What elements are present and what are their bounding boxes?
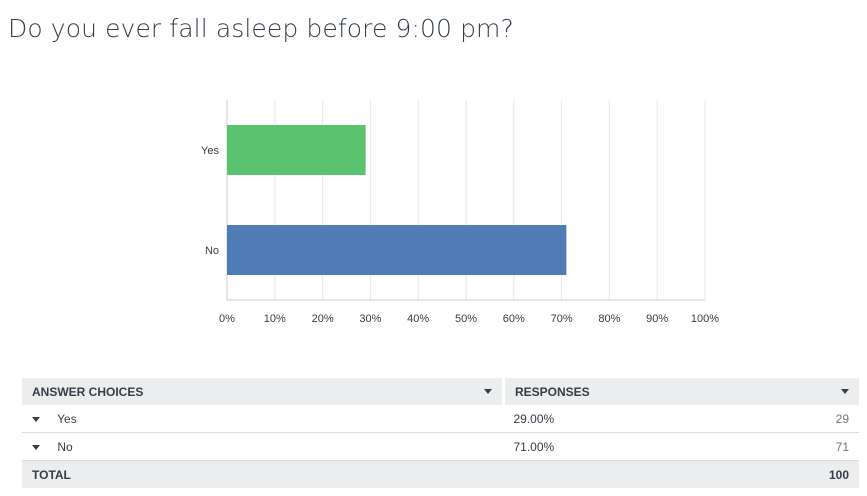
expand-caret-icon[interactable] <box>32 416 40 422</box>
x-tick-label: 0% <box>219 313 235 325</box>
answer-choice-label: Yes <box>57 411 77 426</box>
response-percent: 29.00% <box>503 405 718 433</box>
x-tick-label: 90% <box>646 313 668 325</box>
responses-table: ANSWER CHOICES RESPONSES Yes 29.00% 29 N… <box>22 378 859 488</box>
answer-choices-header-label: ANSWER CHOICES <box>32 384 144 399</box>
table-header-row: ANSWER CHOICES RESPONSES <box>22 378 859 405</box>
responses-header-label: RESPONSES <box>515 384 590 399</box>
x-tick-label: 80% <box>598 313 620 325</box>
answer-choices-header[interactable]: ANSWER CHOICES <box>22 378 504 405</box>
response-percent: 71.00% <box>503 432 718 461</box>
response-count: 71 <box>717 432 859 461</box>
x-tick-label: 50% <box>455 313 477 325</box>
category-label: Yes <box>201 145 219 157</box>
bar-no[interactable] <box>227 225 567 275</box>
answer-choice-cell[interactable]: Yes <box>22 405 504 433</box>
table-total-row: TOTAL 100 <box>22 460 859 488</box>
x-tick-label: 20% <box>312 313 334 325</box>
total-label: TOTAL <box>22 460 504 488</box>
answer-choice-label: No <box>57 439 73 454</box>
sort-down-icon[interactable] <box>841 389 849 394</box>
chart-tick-labels: 0% 10% 20% 30% 40% 50% 60% 70% 80% 90% 100% <box>219 313 719 325</box>
x-tick-label: 100% <box>691 313 719 325</box>
category-label: No <box>205 245 219 257</box>
x-tick-label: 10% <box>264 313 286 325</box>
question-title: Do you ever fall asleep before 9:00 pm? <box>8 14 514 43</box>
response-count: 29 <box>717 405 859 433</box>
x-tick-label: 30% <box>359 313 381 325</box>
x-tick-label: 70% <box>551 313 573 325</box>
bar-yes[interactable] <box>227 125 366 175</box>
answer-choice-cell[interactable]: No <box>22 432 504 461</box>
bar-chart: Yes No 0% 10% 20% 30% 40% 50% 60% 70% 80% 90% 100% <box>201 100 719 325</box>
x-tick-label: 40% <box>407 313 429 325</box>
table-row: Yes 29.00% 29 <box>22 405 859 433</box>
sort-down-icon[interactable] <box>484 389 492 394</box>
chart-bars <box>227 125 567 275</box>
x-tick-label: 60% <box>503 313 525 325</box>
chart-category-labels: Yes No <box>201 145 219 257</box>
table-row: No 71.00% 71 <box>22 432 859 461</box>
expand-caret-icon[interactable] <box>32 444 40 450</box>
total-count: 100 <box>717 460 859 488</box>
responses-header[interactable]: RESPONSES <box>502 378 859 405</box>
